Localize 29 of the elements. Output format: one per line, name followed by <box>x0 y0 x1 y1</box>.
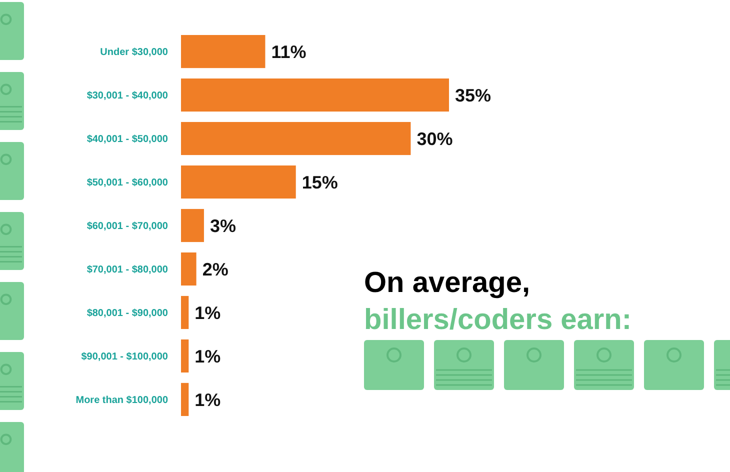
y-tick-label: $60,001 - $70,000 <box>86 221 168 232</box>
annotation: On average, <box>364 267 530 299</box>
bar <box>181 208 204 242</box>
bar <box>181 382 189 416</box>
y-tick-label: $40,001 - $50,000 <box>86 134 168 146</box>
data-label: 15% <box>302 172 338 192</box>
bar <box>181 339 189 373</box>
data-label: 35% <box>455 85 492 106</box>
bar <box>181 78 449 112</box>
bar <box>181 122 411 156</box>
annotation: billers/coders earn: <box>364 304 632 336</box>
y-tick-label: More than $100,000 <box>76 394 168 406</box>
bar <box>181 35 266 68</box>
data-label: 1% <box>194 346 221 366</box>
data-label: 30% <box>416 128 453 149</box>
data-label: 11% <box>271 42 306 62</box>
data-label: 3% <box>210 216 236 236</box>
data-label: 2% <box>202 259 228 280</box>
y-tick-label: $80,001 - $90,000 <box>86 308 168 319</box>
y-tick-label: $90,001 - $100,000 <box>81 351 168 362</box>
bar <box>181 252 196 286</box>
y-tick-label: $50,001 - $60,000 <box>86 178 168 189</box>
data-label: 1% <box>194 390 221 410</box>
y-tick-label: Under $30,000 <box>100 47 168 58</box>
y-tick-label: $70,001 - $80,000 <box>86 264 168 276</box>
y-tick-label: $30,001 - $40,000 <box>86 90 168 102</box>
data-label: 1% <box>194 302 221 323</box>
bar <box>181 296 189 330</box>
bar <box>181 165 296 199</box>
